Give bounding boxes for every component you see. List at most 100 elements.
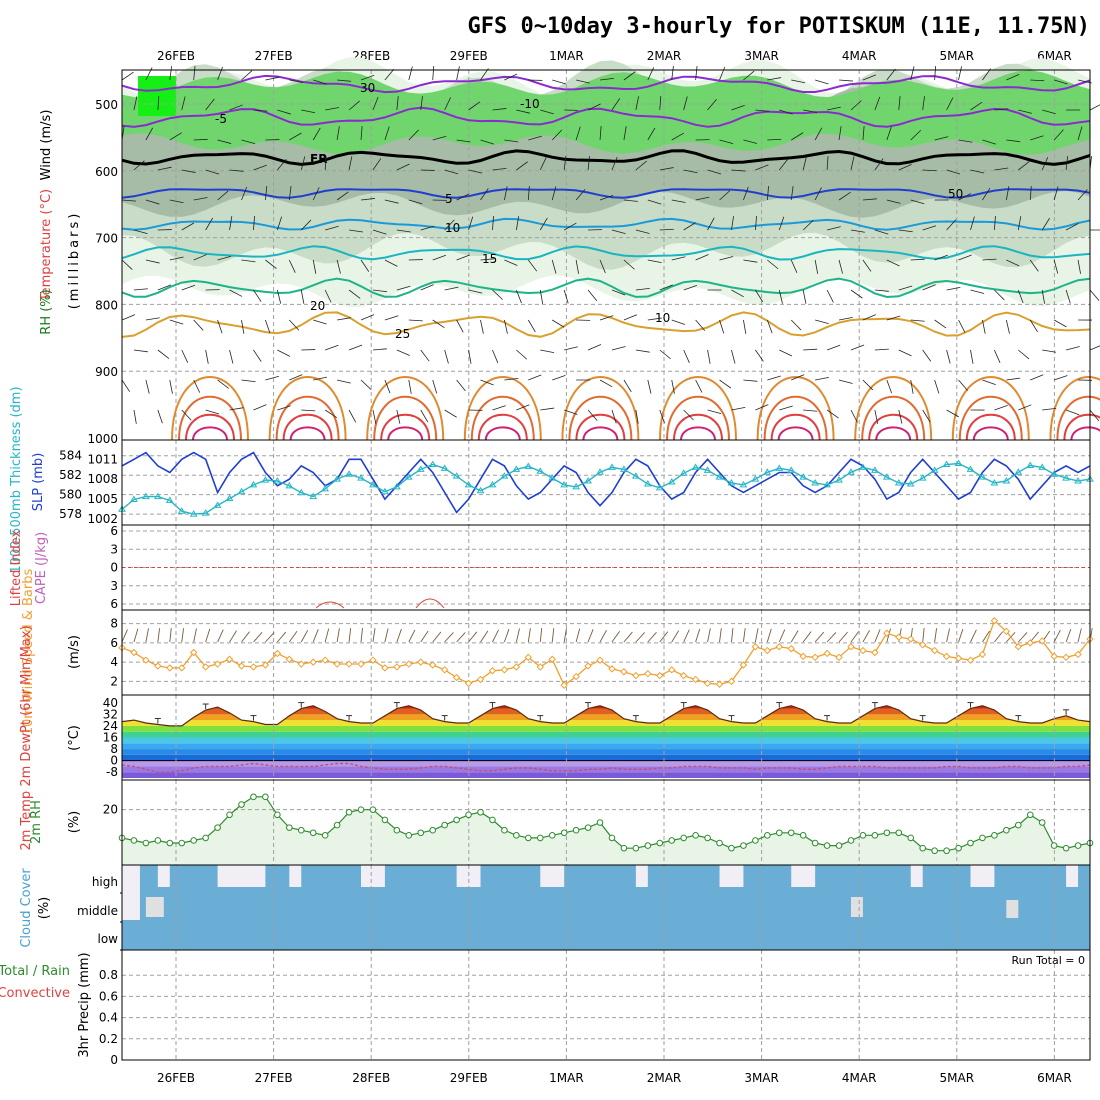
cloud-level-label: middle xyxy=(77,904,118,918)
wind-speed-point xyxy=(1026,639,1034,647)
upper-wind-barb xyxy=(838,126,842,141)
wind-speed-point xyxy=(321,656,329,664)
upper-wind-barb xyxy=(551,129,563,141)
upper-wind-barb xyxy=(850,289,863,299)
upper-wind-barb xyxy=(910,319,925,322)
upper-wind-barb xyxy=(468,216,474,231)
temp-contour-lowlevel xyxy=(854,376,933,441)
thickness-point xyxy=(894,479,903,486)
rh-point xyxy=(608,834,616,842)
wind-speed-point xyxy=(429,661,437,669)
cape-ylabel: CAPE (J/kg) xyxy=(34,532,49,604)
temp-band xyxy=(122,743,1090,750)
upper-wind-barb xyxy=(683,169,698,174)
wind-barb xyxy=(970,629,977,643)
upper-wind-barb xyxy=(910,129,922,141)
upper-wind-barb xyxy=(802,289,807,304)
thickness-point xyxy=(847,468,855,475)
temp-contour-lowlevel xyxy=(777,426,814,441)
wind-ytick: 6 xyxy=(110,636,118,650)
thickness-point xyxy=(882,473,891,480)
wind-barb xyxy=(1053,629,1061,643)
upper-wind-barb xyxy=(169,132,182,141)
upper-wind-barb xyxy=(551,186,557,201)
upper-wind-barb xyxy=(994,289,1005,301)
upper-wind-barb xyxy=(982,139,996,145)
thickness-point xyxy=(404,473,413,480)
upper-wind-barb xyxy=(886,379,893,394)
upper-wind-barb xyxy=(325,107,340,111)
rh-point xyxy=(847,837,855,844)
temp-contour-lowlevel xyxy=(380,414,431,441)
upper-wind-barb xyxy=(934,66,937,81)
temp-contour-minus10 xyxy=(121,74,1091,94)
upper-wind-barb xyxy=(683,349,690,363)
wind-barb xyxy=(456,632,466,643)
rh-point xyxy=(429,826,437,834)
wind-barb xyxy=(1017,632,1028,643)
wind-barb xyxy=(982,630,991,643)
thickness-point xyxy=(835,476,843,483)
wind-speed-point xyxy=(907,635,915,643)
upper-wind-barb xyxy=(420,349,430,362)
upper-wind-barb xyxy=(181,169,196,173)
upper-wind-barb xyxy=(337,317,351,321)
thickness-point xyxy=(476,486,485,494)
upper-wind-barb xyxy=(300,219,312,231)
upper-wind-barb xyxy=(133,96,138,111)
upper-wind-barb xyxy=(970,349,974,364)
upper-wind-barb xyxy=(754,216,757,231)
upper-wind-barb xyxy=(623,259,635,270)
upper-wind-barb xyxy=(169,379,173,394)
upper-wind-barb xyxy=(408,199,423,205)
temp-contour-lowlevel xyxy=(470,395,535,441)
upper-wind-barb xyxy=(1053,319,1067,328)
wind-speed-point xyxy=(930,646,939,655)
wind-barb xyxy=(742,628,746,643)
upper-wind-barb xyxy=(1089,409,1100,422)
thickness-point xyxy=(703,466,712,473)
upper-wind-barb xyxy=(647,199,662,205)
upper-wind-barb xyxy=(1029,319,1038,333)
thickness-point xyxy=(357,474,365,481)
upper-wind-barb xyxy=(277,158,287,171)
wind-speed-point xyxy=(787,644,795,653)
upper-wind-barb xyxy=(886,315,901,321)
precip-ytick: 0.8 xyxy=(99,968,118,982)
upper-wind-barb xyxy=(133,160,145,171)
wind-barb xyxy=(707,628,711,643)
thickness-point xyxy=(990,479,999,486)
upper-wind-barb xyxy=(778,289,783,304)
temp-ytick: -8 xyxy=(106,765,118,779)
upper-ytick: 900 xyxy=(95,365,118,379)
thickness-point xyxy=(285,481,294,489)
upper-wind-barb xyxy=(1006,377,1021,381)
upper-wind-barb xyxy=(276,289,282,304)
upper-wind-barb xyxy=(958,379,968,391)
contour-label: 10 xyxy=(445,221,460,235)
rh-point xyxy=(728,844,735,852)
rh2m-units: (%) xyxy=(67,811,82,834)
cloud-ylabel: Cloud Cover xyxy=(19,868,34,948)
upper-wind-barb xyxy=(504,378,519,381)
thick-ylabel: 1000-500mb Thickness (dm) xyxy=(9,386,24,573)
upper-wind-barb xyxy=(1018,349,1030,360)
rh-point xyxy=(632,844,640,852)
upper-wind-barb xyxy=(253,349,262,362)
upper-wind-barb xyxy=(288,186,292,201)
wind-barb xyxy=(611,630,621,643)
wind-speed-point xyxy=(895,633,903,641)
upper-wind-barb xyxy=(958,193,972,201)
upper-wind-barb xyxy=(922,225,937,231)
rh-point xyxy=(907,834,915,842)
upper-wind-barb xyxy=(898,285,913,291)
rh-point xyxy=(525,834,532,842)
upper-wind-barb xyxy=(683,285,698,291)
upper-wind-barb xyxy=(1006,139,1021,143)
upper-wind-barb xyxy=(420,96,423,111)
upper-wind-barb xyxy=(1065,156,1069,171)
thickness-point xyxy=(225,494,234,502)
upper-wind-barb xyxy=(826,344,841,351)
thickness-point xyxy=(177,507,186,514)
wind-barb xyxy=(193,628,197,643)
